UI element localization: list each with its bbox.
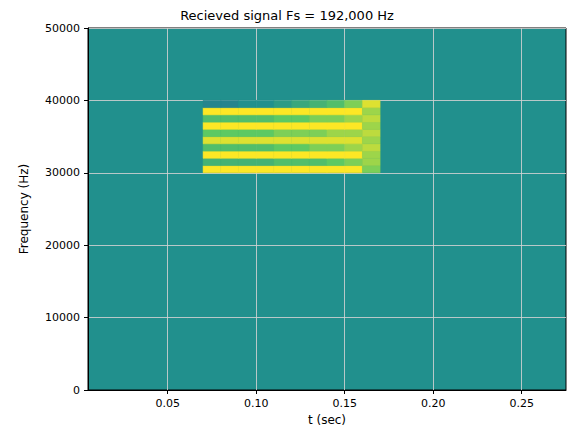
svg-text:0.15: 0.15 <box>332 397 357 410</box>
svg-text:Frequency (Hz): Frequency (Hz) <box>17 164 31 255</box>
svg-text:50000: 50000 <box>45 22 80 35</box>
svg-text:30000: 30000 <box>45 166 80 179</box>
svg-text:40000: 40000 <box>45 94 80 107</box>
svg-text:0: 0 <box>73 384 80 397</box>
svg-text:20000: 20000 <box>45 239 80 252</box>
svg-text:0.20: 0.20 <box>421 397 446 410</box>
svg-text:0.10: 0.10 <box>244 397 269 410</box>
svg-text:0.25: 0.25 <box>509 397 534 410</box>
svg-text:t (sec): t (sec) <box>308 413 346 427</box>
svg-text:10000: 10000 <box>45 311 80 324</box>
svg-text:Recieved signal Fs = 192,000 H: Recieved signal Fs = 192,000 Hz <box>180 8 394 23</box>
svg-text:0.05: 0.05 <box>155 397 180 410</box>
